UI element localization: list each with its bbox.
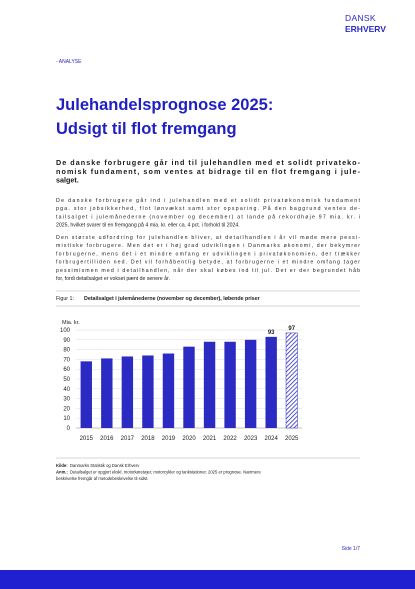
bar [142,355,154,428]
y-tick-label: 70 [63,357,70,363]
x-tick-label: 2024 [265,436,279,442]
page-number: Side 1/7 [342,546,361,552]
body-line: pessimismen med i detailhandlen, når der… [56,267,360,274]
body-line: pga. stor jobsikkerhed, flot lønvækst sa… [56,205,360,212]
y-axis-label: Mia. kr. [62,320,80,326]
footer-band [0,570,415,589]
x-tick-label: 2015 [80,436,94,442]
title: Udsigt til flot fremgang [56,120,237,138]
x-tick-label: 2021 [203,436,217,442]
x-tick-label: 2019 [162,436,176,442]
bar [101,358,113,428]
title: Julehandelsprognose 2025: [56,96,273,114]
lead-line: De danske forbrugere går ind til julehan… [56,158,361,167]
x-tick-label: 2022 [223,436,237,442]
x-tick-label: 2016 [100,436,114,442]
body-line: tailsalget i julemånederne (november og … [56,213,360,220]
brand: DANSK [345,13,376,23]
y-tick-label: 100 [60,328,71,334]
bar [265,336,277,428]
x-tick-label: 2025 [285,436,299,442]
body-line: 2025, hvilket svarer til en fremgang på … [56,222,240,229]
y-tick-label: 0 [67,426,71,432]
bar [162,353,175,428]
note-key: Anm.: [56,470,68,475]
note-text: Detailsalget er opgjort ekskl. motorkøre… [70,470,262,475]
body-line: for, fordi detailsalget er vokset pænt d… [56,275,170,282]
y-tick-label: 60 [63,367,70,373]
note-key: Kilde: [56,463,68,468]
brand: ERHVERV [345,24,386,34]
y-tick-label: 90 [63,338,70,344]
figure-label: Figur 1: [56,296,74,302]
body-line: De danske forbrugere går ind i julehandl… [56,197,361,204]
bar [285,332,298,429]
section-tag: - ANALYSE [56,59,82,65]
body-line: mistiske forbrugere. Men det er i høj gr… [56,243,360,249]
note-text: Danmarks Statistik og Dansk Erhverv [70,463,140,468]
bar [203,341,216,428]
y-tick-label: 80 [63,348,70,354]
y-tick-label: 50 [63,377,70,383]
x-tick-label: 2017 [121,436,135,442]
data-label: 97 [288,326,295,332]
body-line: forbrugertilliden ned. Det vil forhåbent… [56,259,360,266]
bar [224,341,236,428]
y-tick-label: 40 [63,387,70,393]
lead-line: nomisk fundament, som ventes at bidrage … [56,167,361,176]
x-tick-label: 2020 [182,436,196,442]
body-line: forbrugerne, mens det i et mindre omfang… [56,251,360,257]
x-tick-label: 2023 [244,436,258,442]
note-text: beskrivelse fremgår af metodebeskrivelse… [56,476,148,481]
bar [121,356,134,428]
lead-line: salget. [56,176,79,185]
y-tick-label: 10 [63,416,70,422]
bar [183,346,195,428]
y-tick-label: 30 [63,397,70,403]
bar [244,339,257,428]
x-tick-label: 2018 [141,436,155,442]
body-line: Den største udfordring for julehandlen b… [56,234,360,241]
figure-caption: Detailsalget i julemånederne (november o… [84,295,260,302]
y-tick-label: 20 [63,406,70,412]
bar [80,361,92,428]
data-label: 93 [268,330,275,336]
